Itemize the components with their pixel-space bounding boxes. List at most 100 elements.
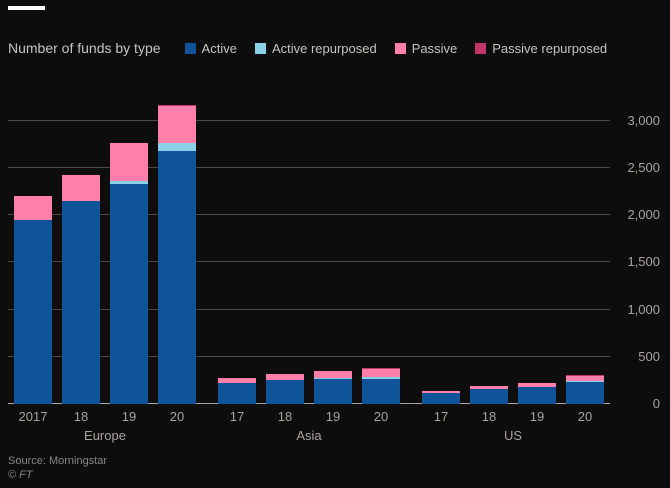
segment-active [566,382,604,404]
gridline [8,119,610,121]
legend-label: Passive [411,40,458,56]
x-axis: 2017 18 19 20 Europe 17 18 19 20 Asia 17 18 19 20 US [8,409,662,443]
x-tick-label: 20 [577,409,593,424]
segment-passive [566,376,604,381]
legend-swatch-passive-repurposed [475,42,487,54]
segment-passive [158,106,196,143]
region-label-us: US [503,428,523,443]
x-tick-label: 17 [229,409,245,424]
x-tick-row: 17 18 19 20 [218,409,400,424]
segment-active [218,383,256,404]
segment-passive [14,196,52,220]
segment-active-repurposed [362,377,400,379]
legend-item-passive-repurposed: Passive repurposed [475,41,607,56]
segment-active [62,201,100,404]
segment-active [158,151,196,404]
segment-active [518,387,556,404]
segment-active [470,389,508,404]
segment-active [110,184,148,404]
segment-active-repurposed [566,381,604,382]
chart-footer: Source: Morningstar © FT [8,455,662,481]
segment-active-repurposed [110,181,148,184]
bar-asia-20 [362,368,400,404]
x-tick-label: 19 [529,409,545,424]
x-axis-line [8,403,610,404]
y-tick-label: 500 [638,348,660,364]
x-tick-label: 2017 [18,409,48,424]
segment-passive-repurposed [158,105,196,106]
top-accent-rule [8,6,45,10]
segment-active [362,379,400,404]
region-label-europe: Europe [84,428,126,443]
bar-us-20 [566,375,604,404]
chart-title: Number of funds by type [8,40,161,56]
chart-header: Number of funds by type Active Active rep… [8,0,662,56]
region-label-asia: Asia [296,428,322,443]
bars-layer [8,86,610,404]
y-tick-label: 3,000 [627,112,660,128]
x-tick-label: 20 [373,409,389,424]
x-axis-group-asia: 17 18 19 20 Asia [218,409,400,443]
plot-area [8,86,610,404]
chart-area: 0 500 1,000 1,500 2,000 2,500 3,000 [8,86,662,411]
segment-active-repurposed [314,378,352,379]
segment-passive [110,143,148,181]
segment-passive [218,378,256,383]
bar-us-17 [422,391,460,404]
bar-asia-17 [218,378,256,404]
legend-label: Active repurposed [271,40,377,56]
segment-active-repurposed [158,143,196,151]
bar-us-18 [470,386,508,404]
segment-active [266,380,304,404]
segment-passive [518,383,556,387]
x-tick-label: 19 [121,409,137,424]
x-axis-group-europe: 2017 18 19 20 Europe [14,409,196,443]
legend-item-active-repurposed: Active repurposed [254,40,377,56]
x-tick-label: 17 [433,409,449,424]
y-tick-label: 2,500 [627,160,660,176]
segment-passive-repurposed [566,375,604,376]
segment-passive [362,369,400,377]
gridline [8,214,610,216]
segment-passive-repurposed [362,368,400,369]
legend-swatch-active-repurposed [254,42,266,54]
legend-swatch-active [184,42,196,54]
x-axis-group-us: 17 18 19 20 US [422,409,604,443]
ft-copyright: © FT [8,469,33,481]
segment-passive [62,175,100,201]
segment-passive [266,374,304,380]
bar-us-19 [518,383,556,404]
bar-asia-19 [314,371,352,404]
segment-passive [470,386,508,389]
legend-label: Passive repurposed [492,40,608,56]
x-tick-label: 18 [277,409,293,424]
segment-passive [314,371,352,378]
y-tick-label: 1,500 [627,254,660,270]
x-tick-label: 19 [325,409,341,424]
bar-group-asia [218,368,400,404]
bar-asia-18 [266,374,304,404]
bar-europe-20 [158,105,196,404]
legend: Active Active repurposed Passive Passive re… [184,40,607,56]
legend-item-passive: Passive [394,40,458,56]
x-tick-label: 18 [73,409,89,424]
x-tick-row: 2017 18 19 20 [14,409,196,424]
gridline [8,261,610,263]
legend-item-active: Active [184,40,237,56]
x-tick-label: 20 [169,409,185,424]
segment-passive [422,391,460,393]
segment-active [314,379,352,404]
y-axis: 0 500 1,000 1,500 2,000 2,500 3,000 [610,86,662,410]
segment-active [422,393,460,404]
x-tick-row: 17 18 19 20 [422,409,604,424]
y-tick-label: 1,000 [627,301,660,317]
legend-label: Active [201,40,237,56]
bar-group-europe [14,105,196,404]
gridline [8,308,610,310]
gridline [8,167,610,169]
bar-group-us [422,375,604,404]
gridline [8,355,610,357]
y-tick-label: 0 [652,396,660,411]
legend-swatch-passive [394,42,406,54]
